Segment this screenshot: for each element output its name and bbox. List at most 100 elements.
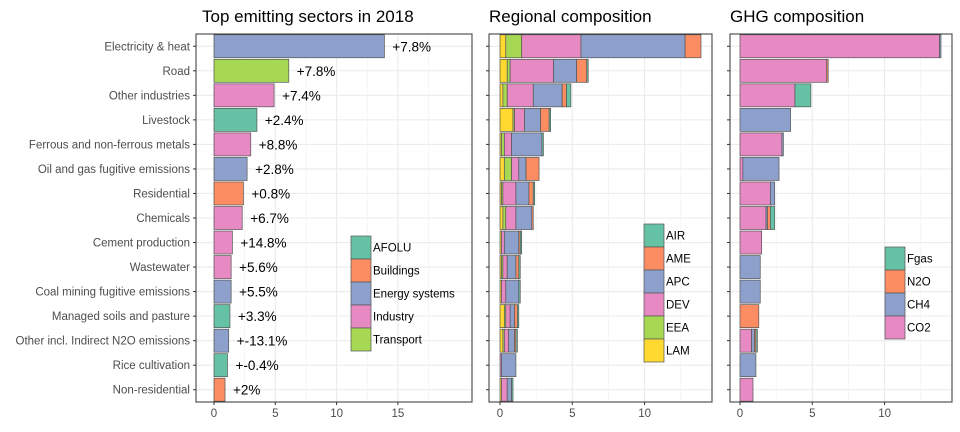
legend-label: LAM — [666, 346, 690, 358]
x-tick-label: 5 — [809, 408, 815, 420]
category-label: Oil and gas fugitive emissions — [38, 164, 190, 176]
legend-key — [643, 292, 665, 317]
stacked-bar-segment — [767, 206, 771, 230]
stacked-bar-segment — [548, 108, 551, 132]
panel2-title: Regional composition — [489, 7, 652, 26]
category-label: Livestock — [142, 115, 190, 127]
stacked-bar-segment — [541, 132, 544, 157]
stacked-bar-segment — [509, 58, 554, 83]
category-label: Cement production — [93, 238, 190, 250]
data-label: +14.8% — [240, 236, 286, 251]
stacked-bar-segment — [515, 206, 533, 230]
stacked-bar-segment — [499, 304, 505, 328]
stacked-bar-segment — [501, 132, 505, 157]
sector-bar — [213, 58, 290, 83]
legend-key — [884, 292, 906, 317]
x-tick-label: 10 — [878, 408, 891, 420]
stacked-bar-segment — [518, 157, 527, 181]
legend-key — [350, 235, 372, 260]
legend-key — [350, 258, 372, 283]
data-label: +2.4% — [265, 113, 304, 128]
sector-bar — [213, 34, 385, 59]
legend-label: CO2 — [907, 323, 931, 335]
data-label: +2.8% — [255, 162, 294, 177]
legend-key — [884, 246, 906, 271]
stacked-bar-segment — [939, 34, 942, 59]
legend-label: Energy systems — [373, 289, 455, 301]
stacked-bar-segment — [739, 230, 763, 255]
stacked-bar-segment — [502, 206, 507, 230]
stacked-bar-segment — [505, 206, 517, 230]
stacked-bar-segment — [739, 353, 757, 378]
stacked-bar-segment — [518, 255, 521, 279]
data-label: +5.6% — [239, 260, 278, 275]
stacked-bar-segment — [770, 206, 776, 230]
data-label: +5.5% — [239, 285, 278, 300]
stacked-bar-segment — [586, 58, 589, 83]
x-tick-label: 5 — [569, 408, 575, 420]
stacked-bar-segment — [566, 83, 572, 108]
stacked-bar-segment — [826, 58, 829, 83]
stacked-bar-segment — [739, 255, 761, 279]
x-tick-label: 0 — [211, 408, 217, 420]
chart-layer: +7.8% +7.8% +7.4% +2.4% +8.8% +2.8% +0.8% +6.7%… — [16, 33, 953, 420]
legend-label: DEV — [666, 300, 690, 312]
stacked-bar-segment — [739, 206, 767, 230]
stacked-bar-segment — [511, 377, 514, 402]
category-label: Road — [163, 66, 191, 78]
stacked-bar-segment — [739, 132, 783, 157]
stacked-bar-segment — [506, 58, 511, 83]
stacked-bar-segment — [525, 157, 540, 181]
stacked-bar-segment — [739, 181, 771, 206]
stacked-bar-segment — [499, 58, 508, 83]
stacked-bar-segment — [511, 132, 543, 157]
sector-bar — [213, 328, 230, 353]
legend-label: CH4 — [907, 300, 931, 312]
data-label: +-13.1% — [237, 334, 288, 349]
x-tick-label: 10 — [638, 408, 651, 420]
stacked-bar-segment — [781, 132, 784, 157]
stacked-bar-segment — [576, 58, 588, 83]
legend-key — [643, 269, 665, 294]
legend-key — [884, 269, 906, 294]
legend-label: AME — [666, 254, 691, 266]
sector-bar — [213, 230, 233, 255]
sector-bar — [213, 157, 248, 181]
data-label: +0.8% — [251, 186, 290, 201]
stacked-bar-segment — [739, 328, 752, 353]
data-label: +8.8% — [259, 137, 298, 152]
data-label: +-0.4% — [235, 358, 278, 373]
category-label: Wastewater — [130, 262, 190, 274]
stacked-bar-segment — [553, 58, 577, 83]
stacked-bar-segment — [499, 34, 507, 59]
legend-label: APC — [666, 277, 690, 289]
sector-bar — [213, 181, 244, 206]
stacked-bar-segment — [755, 328, 758, 353]
stacked-bar-segment — [518, 279, 521, 304]
stacked-bar-segment — [580, 34, 686, 59]
data-label: +7.8% — [392, 39, 431, 54]
sector-bar — [213, 83, 275, 108]
legend-label: N2O — [907, 277, 931, 289]
legend-key — [350, 281, 372, 306]
x-tick-label: 5 — [272, 408, 278, 420]
legend-label: EEA — [666, 323, 689, 335]
stacked-bar-segment — [509, 304, 515, 328]
stacked-bar-segment — [499, 206, 504, 230]
stacked-bar-segment — [521, 34, 582, 59]
legend-key — [350, 304, 372, 329]
stacked-bar-segment — [514, 108, 525, 132]
stacked-bar-segment — [505, 304, 511, 328]
stacked-bar-segment — [770, 181, 776, 206]
category-label: Managed soils and pasture — [52, 311, 190, 323]
legend-label: Fgas — [907, 254, 933, 266]
category-label: Residential — [133, 188, 190, 200]
x-tick-label: 10 — [330, 408, 343, 420]
stacked-bar-segment — [514, 304, 518, 328]
stacked-bar-segment — [751, 328, 755, 353]
category-label: Coal mining fugitive emissions — [35, 287, 190, 299]
stacked-bar-segment — [508, 328, 515, 353]
category-label: Other industries — [109, 90, 190, 102]
stacked-bar-segment — [739, 279, 761, 304]
